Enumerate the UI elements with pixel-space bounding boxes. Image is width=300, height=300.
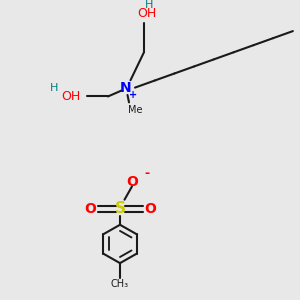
Text: N: N <box>120 81 132 94</box>
Text: O: O <box>126 175 138 189</box>
Text: CH₃: CH₃ <box>111 279 129 289</box>
Text: H: H <box>50 82 58 93</box>
Text: S: S <box>115 201 125 216</box>
Text: OH: OH <box>61 90 80 103</box>
Text: +: + <box>129 90 138 100</box>
Text: -: - <box>144 167 150 180</box>
Text: Me: Me <box>128 105 142 115</box>
Text: H: H <box>145 0 154 10</box>
Text: OH: OH <box>137 7 157 20</box>
Text: O: O <box>144 202 156 215</box>
Text: O: O <box>84 202 96 215</box>
